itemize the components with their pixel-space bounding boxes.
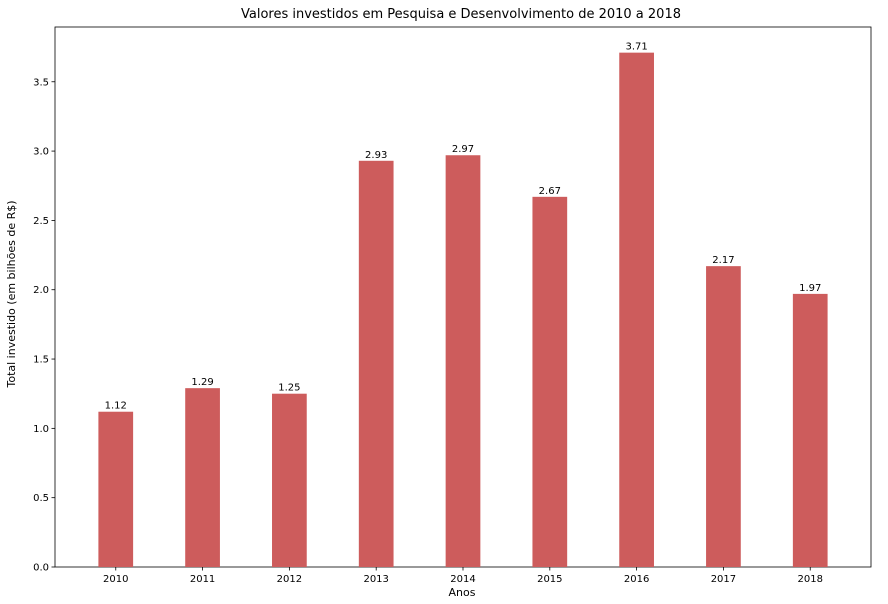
data-label-2014: 2.97 xyxy=(452,144,474,155)
data-label-2012: 1.25 xyxy=(278,383,300,394)
x-tick-label-2015: 2015 xyxy=(537,574,562,585)
data-label-2015: 2.67 xyxy=(539,186,561,197)
x-tick-label-2011: 2011 xyxy=(190,574,215,585)
x-tick-label-2016: 2016 xyxy=(624,574,649,585)
data-label-2017: 2.17 xyxy=(712,255,734,266)
bar-2018 xyxy=(792,293,828,567)
chart-title: Valores investidos em Pesquisa e Desenvo… xyxy=(241,7,681,22)
x-tick-label-2014: 2014 xyxy=(450,574,475,585)
bar-2017 xyxy=(706,266,741,567)
x-tick-label-2017: 2017 xyxy=(711,574,736,585)
x-axis-ticks: 2010 2011 2012 2013 2014 2015 2016 2017 2018 xyxy=(103,567,823,585)
data-label-2018: 1.97 xyxy=(799,283,821,294)
y-tick-label-1.5: 1.5 xyxy=(33,355,49,366)
bar-2013 xyxy=(358,160,394,568)
y-axis-ticks: 0.0 0.5 1.0 1.5 2.0 2.5 3.0 3.5 xyxy=(33,77,55,574)
y-tick-label-1.0: 1.0 xyxy=(33,424,49,435)
y-tick-label-0.0: 0.0 xyxy=(33,563,49,574)
bars-group xyxy=(98,52,828,568)
y-tick-label-2.5: 2.5 xyxy=(33,216,49,227)
bar-2014 xyxy=(445,155,481,568)
bar-2016 xyxy=(619,52,654,567)
bar-2011 xyxy=(185,388,220,567)
bar-2010 xyxy=(98,411,134,567)
y-tick-label-2.0: 2.0 xyxy=(33,285,49,296)
y-tick-label-3.5: 3.5 xyxy=(33,77,49,88)
x-tick-label-2013: 2013 xyxy=(363,574,388,585)
x-tick-label-2010: 2010 xyxy=(103,574,128,585)
data-label-2010: 1.12 xyxy=(105,401,127,412)
x-axis-label: Anos xyxy=(449,586,476,599)
data-label-2013: 2.93 xyxy=(365,150,387,161)
data-labels-group: 1.12 1.29 1.25 2.93 2.97 2.67 3.71 2.17 1.97 xyxy=(105,42,822,412)
bar-2012 xyxy=(272,393,307,567)
data-label-2011: 1.29 xyxy=(191,377,213,388)
y-tick-label-3.0: 3.0 xyxy=(33,147,49,158)
x-tick-label-2018: 2018 xyxy=(798,574,823,585)
y-tick-label-0.5: 0.5 xyxy=(33,493,49,504)
x-tick-label-2012: 2012 xyxy=(277,574,302,585)
data-label-2016: 3.71 xyxy=(625,42,647,53)
bar-2015 xyxy=(532,196,568,567)
y-axis-label: Total investido (em bilhões de R$) xyxy=(5,200,18,388)
